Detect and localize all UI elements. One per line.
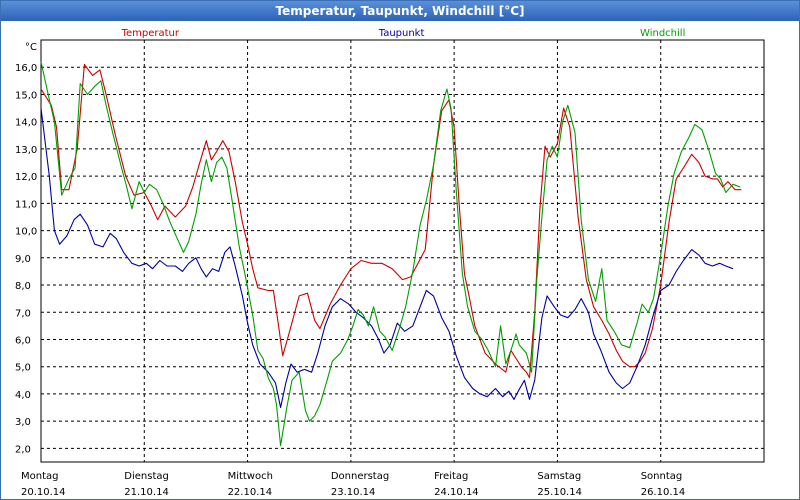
y-tick-label: 6,0	[15, 335, 31, 346]
y-tick-label: 2,0	[15, 444, 31, 455]
x-tick-day: Dienstag	[124, 471, 169, 482]
series-line-windchill	[40, 61, 741, 447]
y-tick-label: 11,0	[15, 199, 37, 210]
y-tick-label: 3,0	[15, 417, 31, 428]
x-tick-date: 20.10.14	[21, 487, 66, 498]
y-tick-label: 12,0	[15, 172, 37, 183]
legend-taupunkt: Taupunkt	[378, 28, 425, 39]
y-tick-label: 4,0	[15, 390, 31, 401]
x-tick-day: Freitag	[434, 471, 468, 482]
window-title: Temperatur, Taupunkt, Windchill [°C]	[1, 1, 799, 21]
series-line-temperatur	[40, 63, 742, 379]
x-tick-day: Mittwoch	[228, 471, 273, 482]
y-tick-label: 13,0	[15, 145, 37, 156]
grid-lines	[41, 40, 764, 462]
series-line-taupunkt	[40, 108, 734, 409]
axes	[40, 39, 765, 463]
x-tick-date: 25.10.14	[537, 487, 582, 498]
legend-temperatur: Temperatur	[121, 28, 180, 39]
plot-frame	[40, 39, 765, 463]
x-tick-date: 21.10.14	[124, 487, 169, 498]
x-tick-date: 24.10.14	[434, 487, 479, 498]
x-tick-day: Sonntag	[641, 471, 683, 482]
y-tick-label: 15,0	[15, 90, 37, 101]
y-axis-label: °C	[25, 42, 37, 53]
y-tick-label: 5,0	[15, 363, 31, 374]
x-tick-date: 26.10.14	[641, 487, 686, 498]
line-chart: 2,0 3,0 4,0 5,0 6,0 7,0 8,0 9,0 10,0 11,0 12,0 13,0…	[15, 28, 765, 498]
y-tick-label: 9,0	[15, 254, 31, 265]
y-tick-label: 16,0	[15, 63, 37, 74]
legend-windchill: Windchill	[640, 28, 685, 39]
y-tick-label: 10,0	[15, 227, 37, 238]
x-tick-day: Donnerstag	[331, 471, 389, 482]
y-tick-label: 7,0	[15, 308, 31, 319]
x-tick-day: Samstag	[537, 471, 581, 482]
x-tick-date: 23.10.14	[331, 487, 376, 498]
series-lines	[40, 61, 742, 447]
x-tick-date: 22.10.14	[228, 487, 273, 498]
x-tick-day: Montag	[21, 471, 58, 482]
chart-labels: 2,0 3,0 4,0 5,0 6,0 7,0 8,0 9,0 10,0 11,0 12,0 13,0…	[15, 28, 685, 498]
y-tick-label: 14,0	[15, 118, 37, 129]
y-tick-label: 8,0	[15, 281, 31, 292]
